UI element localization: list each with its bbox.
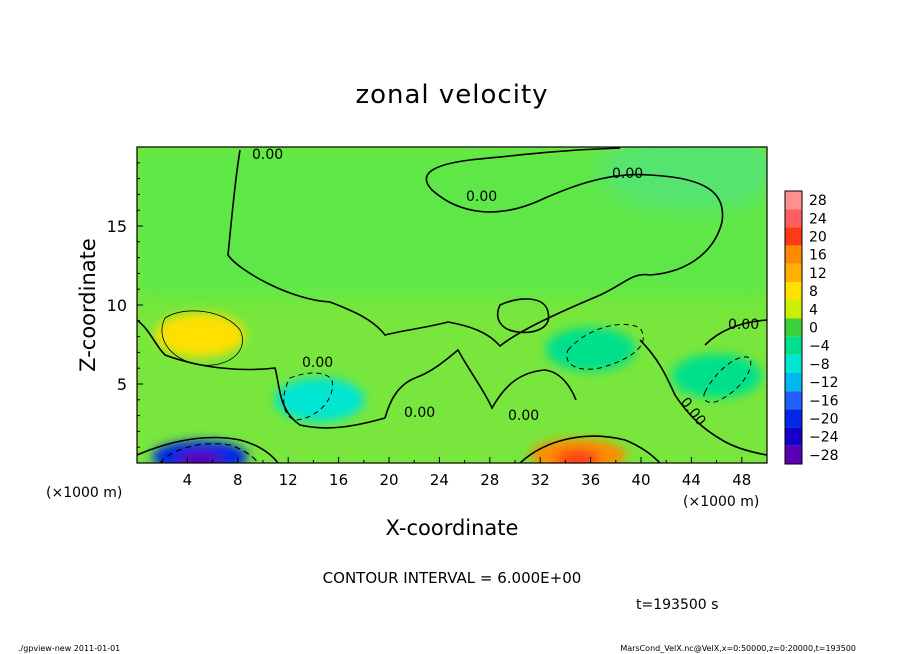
contour-label: 0.00 (466, 189, 497, 205)
colorbar-label: −24 (809, 430, 839, 446)
colorbar-label: 4 (809, 302, 818, 318)
field-feature-core (178, 451, 222, 463)
y-tick-label: 15 (107, 217, 127, 236)
field-feature (155, 313, 245, 358)
x-tick-label: 24 (430, 471, 449, 489)
x-tick-label: 32 (531, 471, 550, 489)
colorbar: 28 24 20 16 12 8 4 0 −4 −8 −12 −16 −20 −24 −28 (784, 190, 839, 465)
x-tick-label: 48 (732, 471, 751, 489)
colorbar-swatch (785, 318, 802, 337)
colorbar-label: −8 (809, 357, 830, 373)
colorbar-swatch (785, 445, 802, 464)
colorbar-swatch (785, 191, 802, 210)
footer-right: MarsCond_VelX.nc@VelX,x=0:50000,z=0:2000… (620, 644, 856, 653)
y-tick-label: 5 (117, 375, 127, 394)
colorbar-label: −28 (809, 448, 839, 464)
colorbar-swatch (785, 427, 802, 446)
field-feature (274, 377, 365, 422)
field-feature (545, 327, 636, 372)
x-tick-label: 36 (581, 471, 600, 489)
x-axis: 4 8 12 16 20 24 28 32 36 40 44 48 (161, 457, 751, 489)
colorbar-swatch (785, 227, 802, 246)
colorbar-swatch (785, 245, 802, 264)
zero-contour-middle (384, 348, 577, 419)
x-tick-label: 12 (279, 471, 298, 489)
colorbar-label: 8 (809, 284, 818, 300)
thin-contour-positive (161, 310, 243, 366)
colorbar-swatch (785, 209, 802, 228)
time-stamp: t=193500 s (636, 597, 718, 613)
zero-contour-left (137, 319, 386, 429)
colorbar-label: 20 (809, 230, 827, 246)
contour-label: 0.00 (612, 166, 643, 182)
colorbar-label: 16 (809, 248, 827, 264)
contour-label: 0.00 (252, 147, 283, 163)
dashed-contour-right (703, 356, 752, 403)
colorbar-swatch (785, 373, 802, 392)
contour-interval-text: CONTOUR INTERVAL = 6.000E+00 (323, 569, 582, 587)
contour-label: 0.00 (508, 408, 539, 424)
zero-contour-bottom-mid (519, 435, 661, 463)
colorbar-label: −16 (809, 393, 839, 409)
y-tick-label: 10 (107, 296, 127, 315)
contour-label: 0.00 (302, 355, 333, 371)
zero-contour-upper (227, 147, 724, 348)
y-axis-label: Z-coordinate (76, 238, 100, 372)
zero-contour-bottom-left (137, 436, 279, 463)
x-axis-label: X-coordinate (386, 516, 519, 540)
x-tick-label: 40 (631, 471, 650, 489)
x-tick-label: 4 (183, 471, 193, 489)
zero-contour-right (639, 339, 767, 456)
x-axis-unit-left: (×1000 m) (46, 485, 122, 501)
contour-label: 0.00 (404, 405, 435, 421)
colorbar-label: 24 (809, 211, 827, 227)
colorbar-swatch (785, 391, 802, 410)
colorbar-swatch (785, 409, 802, 428)
dashed-contour-bottom (159, 443, 259, 463)
dashed-contour-left (283, 372, 334, 421)
colorbar-label: −20 (809, 412, 839, 428)
field-feature (671, 354, 762, 399)
colorbar-swatch (785, 336, 802, 355)
zero-contour-right-top (704, 319, 767, 346)
field-feature-core (556, 450, 600, 463)
colorbar-swatch (785, 354, 802, 373)
x-tick-label: 20 (379, 471, 398, 489)
x-tick-label: 8 (233, 471, 243, 489)
x-tick-label: 16 (329, 471, 348, 489)
contour-label: 0.00 (728, 317, 759, 333)
colorbar-frame (784, 190, 803, 465)
x-tick-label: 44 (682, 471, 701, 489)
velocity-field (137, 147, 767, 463)
footer-left: ./gpview-new 2011-01-01 (18, 644, 120, 653)
y-axis: 5 10 15 (107, 162, 143, 448)
x-axis-unit-right: (×1000 m) (683, 494, 759, 510)
colorbar-label: −12 (809, 375, 839, 391)
colorbar-label: 28 (809, 193, 827, 209)
contour-lines (137, 147, 767, 463)
colorbar-label: 0 (809, 321, 818, 337)
zero-contour-island (496, 298, 550, 334)
colorbar-swatch (785, 263, 802, 282)
colorbar-label: −4 (809, 339, 830, 355)
x-tick-label: 28 (480, 471, 499, 489)
dashed-contour-center (566, 324, 644, 370)
colorbar-swatch (785, 300, 802, 319)
colorbar-label: 12 (809, 266, 827, 282)
contour-labels: 0.00 0.00 0.00 0.00 0.00 0.00 0.00 0.00 (252, 147, 759, 429)
chart-title: zonal velocity (355, 80, 548, 110)
colorbar-swatch (785, 282, 802, 301)
